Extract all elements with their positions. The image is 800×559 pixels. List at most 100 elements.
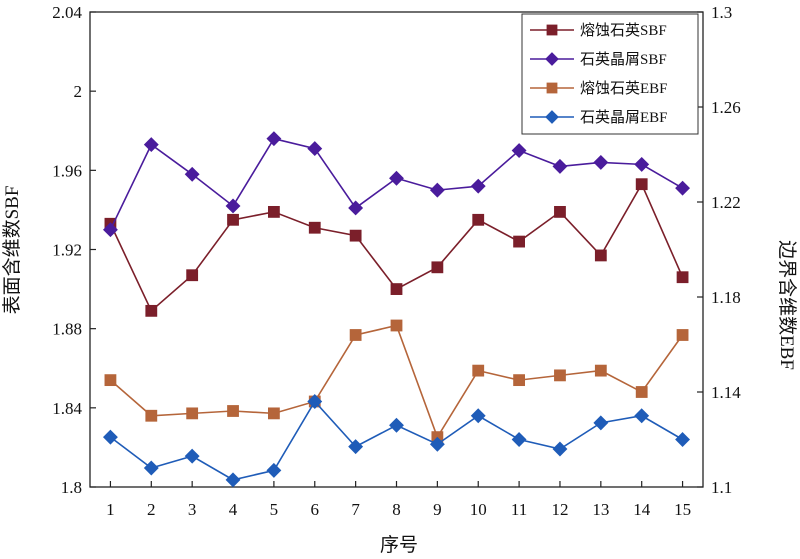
data-point — [554, 205, 566, 218]
data-point — [184, 166, 200, 182]
data-point — [554, 369, 566, 382]
x-tick-label: 3 — [188, 500, 197, 519]
x-tick-label: 2 — [147, 500, 156, 519]
data-point — [634, 156, 650, 172]
data-point — [267, 407, 280, 420]
data-point — [552, 441, 568, 457]
data-point — [429, 436, 445, 452]
data-point — [307, 394, 323, 409]
data-point — [143, 460, 159, 476]
series-layer — [102, 131, 691, 488]
data-point — [348, 200, 364, 216]
right-axis-title: 边界含维数EBF — [776, 240, 798, 370]
x-tick-label: 1 — [106, 500, 115, 519]
data-point — [104, 374, 117, 387]
right-axis-ticks: 1.1 1.14 1.18 1.22 1.26 1.3 — [697, 3, 741, 497]
data-point — [513, 374, 525, 387]
data-point — [593, 415, 609, 431]
data-point — [470, 178, 486, 194]
data-point — [267, 205, 280, 218]
left-tick-label: 2.04 — [52, 3, 82, 22]
data-point — [349, 329, 362, 341]
data-point — [635, 386, 648, 398]
data-point — [513, 235, 525, 248]
right-tick-label: 1.18 — [711, 288, 741, 307]
data-point — [552, 158, 568, 174]
left-tick-label: 1.84 — [52, 399, 82, 418]
data-point — [307, 141, 323, 157]
legend: 熔蚀石英SBF 石英晶屑SBF 熔蚀石英EBF 石英晶屑EBF — [521, 13, 699, 135]
legend-marker — [546, 82, 558, 94]
data-point — [308, 221, 321, 234]
data-point — [389, 417, 404, 433]
left-tick-label: 1.8 — [61, 478, 82, 497]
data-point — [184, 448, 200, 464]
right-tick-label: 1.26 — [711, 98, 741, 117]
data-point — [593, 154, 609, 170]
x-axis-ticks: 1 2 3 4 5 6 7 8 9 10 11 12 13 14 15 — [106, 481, 691, 519]
data-point — [349, 229, 362, 242]
data-point — [594, 364, 607, 377]
right-tick-label: 1.22 — [711, 193, 741, 212]
data-point — [675, 432, 691, 447]
data-point — [511, 432, 527, 447]
data-point — [472, 364, 485, 377]
legend-label: 熔蚀石英EBF — [580, 79, 668, 97]
data-point — [102, 222, 118, 238]
data-point — [227, 405, 239, 417]
legend-marker — [545, 110, 559, 124]
x-tick-label: 8 — [392, 500, 401, 519]
legend-label: 石英晶屑EBF — [580, 108, 668, 126]
left-tick-label: 2 — [74, 82, 83, 101]
series-2 — [102, 131, 691, 238]
x-tick-label: 4 — [229, 500, 238, 519]
series-1 — [104, 178, 689, 317]
right-tick-label: 1.1 — [711, 478, 732, 497]
data-point — [675, 180, 691, 196]
data-point — [227, 213, 239, 226]
series-4 — [102, 394, 691, 488]
data-point — [390, 319, 403, 332]
data-point — [676, 329, 689, 341]
x-tick-label: 12 — [551, 500, 568, 519]
left-axis-ticks: 1.8 1.84 1.88 1.92 1.96 2 2.04 — [52, 3, 96, 497]
x-tick-label: 15 — [674, 500, 691, 519]
x-tick-label: 10 — [470, 500, 487, 519]
left-tick-label: 1.92 — [52, 241, 82, 260]
data-point — [266, 131, 282, 147]
x-tick-label: 5 — [270, 500, 279, 519]
data-point — [634, 408, 650, 424]
left-tick-label: 1.96 — [52, 161, 82, 180]
data-point — [635, 178, 648, 191]
data-point — [225, 472, 241, 488]
data-point — [389, 170, 404, 186]
right-tick-label: 1.3 — [711, 3, 732, 22]
x-tick-label: 13 — [592, 500, 609, 519]
right-tick-label: 1.14 — [711, 383, 741, 402]
data-point — [266, 462, 282, 478]
data-point — [186, 269, 199, 282]
x-tick-label: 9 — [433, 500, 442, 519]
data-point — [145, 409, 158, 422]
x-tick-label: 11 — [511, 500, 527, 519]
x-axis-title: 序号 — [380, 534, 418, 556]
x-tick-label: 6 — [311, 500, 320, 519]
data-point — [390, 283, 403, 295]
legend-label: 熔蚀石英SBF — [580, 21, 667, 39]
x-tick-label: 14 — [633, 500, 651, 519]
x-tick-label: 7 — [351, 500, 360, 519]
data-point — [431, 261, 444, 274]
data-point — [186, 407, 199, 420]
data-point — [472, 213, 485, 226]
legend-marker — [545, 52, 559, 66]
data-point — [348, 439, 364, 455]
data-point — [511, 143, 527, 158]
data-point — [676, 271, 689, 284]
data-point — [102, 429, 118, 445]
data-point — [470, 408, 486, 424]
legend-marker — [546, 24, 558, 36]
legend-label: 石英晶屑SBF — [580, 50, 667, 68]
data-point — [143, 137, 159, 153]
left-tick-label: 1.88 — [52, 320, 82, 339]
